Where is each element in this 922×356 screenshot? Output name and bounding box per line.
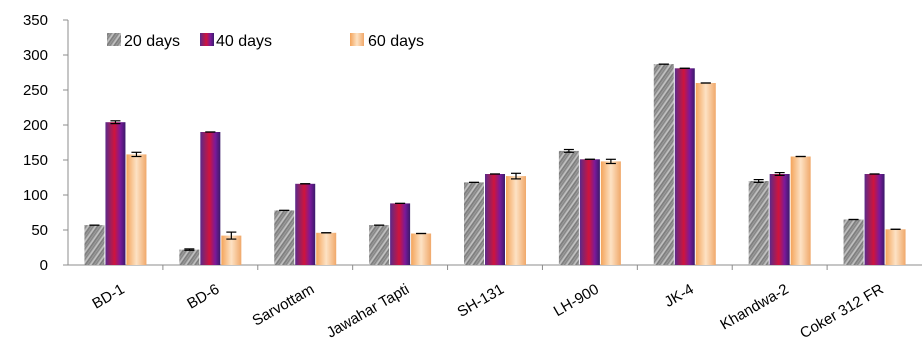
bar-lh-900-40-days xyxy=(579,159,600,265)
bar-lh-900-60-days xyxy=(600,161,621,265)
bar-jk-4-40-days xyxy=(674,68,695,265)
bar-sarvottam-20-days xyxy=(274,210,295,265)
error-bar-bd-6-60-days xyxy=(226,231,237,240)
category-label-khandwa-2: Khandwa-2 xyxy=(717,281,791,334)
bar-bd-1-60-days xyxy=(126,154,147,265)
legend-swatch-20-days xyxy=(107,33,121,46)
y-tick-label-150: 150 xyxy=(23,152,48,169)
legend-label-60-days: 60 days xyxy=(368,33,424,50)
category-label-coker-312-fr: Coker 312 FR xyxy=(797,281,887,342)
error-bar-khandwa-2-40-days xyxy=(774,172,785,176)
y-tick-label-300: 300 xyxy=(23,47,48,64)
bar-lh-900-20-days xyxy=(558,150,579,265)
bar-coker-312-fr-60-days xyxy=(885,229,906,265)
legend: 20 days 40 days 60 days xyxy=(107,33,424,50)
category-label-lh-900: LH-900 xyxy=(551,281,602,320)
legend-label-40-days: 40 days xyxy=(216,33,272,50)
y-tick-label-250: 250 xyxy=(23,82,48,99)
y-axis: 0 50 100 150 200 250 300 350 xyxy=(23,12,69,274)
bar-sh-131-20-days xyxy=(464,182,484,265)
bar-bd-6-20-days xyxy=(179,249,200,265)
bar-bd-1-40-days xyxy=(105,122,126,265)
bar-bd-1-20-days xyxy=(84,225,105,265)
bar-bd-6-60-days xyxy=(221,235,242,265)
bar-coker-312-fr-20-days xyxy=(843,219,864,265)
bar-khandwa-2-60-days xyxy=(790,156,811,265)
error-bar-bd-1-60-days xyxy=(131,151,142,158)
error-bar-lh-900-20-days xyxy=(563,148,574,153)
bar-sh-131-60-days xyxy=(506,176,526,265)
y-tick-label-350: 350 xyxy=(23,12,48,29)
category-label-bd-1: BD-1 xyxy=(89,281,127,313)
error-bar-bd-6-20-days xyxy=(184,248,195,251)
y-tick-label-200: 200 xyxy=(23,117,48,134)
bar-sarvottam-60-days xyxy=(316,232,337,265)
bar-bd-6-40-days xyxy=(200,132,221,265)
bar-jk-4-60-days xyxy=(695,83,716,265)
bar-jawahar-tapti-40-days xyxy=(390,203,411,265)
error-bar-bd-1-40-days xyxy=(110,120,121,125)
bar-khandwa-2-20-days xyxy=(748,181,769,265)
error-bar-sh-131-60-days xyxy=(511,172,521,180)
category-label-sarvottam: Sarvottam xyxy=(250,281,318,330)
category-label-sh-131: SH-131 xyxy=(454,281,507,321)
category-labels: BD-1 BD-6 Sarvottam Jawahar Tapti SH-131 LH-9… xyxy=(89,281,886,342)
bar-jawahar-tapti-60-days xyxy=(411,233,432,265)
bar-khandwa-2-40-days xyxy=(769,174,790,265)
category-label-jawahar-tapti: Jawahar Tapti xyxy=(324,281,412,342)
bar-coker-312-fr-40-days xyxy=(864,174,885,265)
bars xyxy=(84,64,906,265)
legend-swatch-40-days xyxy=(200,33,214,46)
error-bar-lh-900-60-days xyxy=(605,158,616,165)
y-tick-label-100: 100 xyxy=(23,187,48,204)
category-label-bd-6: BD-6 xyxy=(184,281,222,313)
bar-sarvottam-40-days xyxy=(295,183,316,265)
error-bars xyxy=(89,63,901,251)
legend-label-20-days: 20 days xyxy=(124,33,180,50)
bar-sh-131-40-days xyxy=(485,174,505,265)
legend-swatch-60-days xyxy=(350,33,364,46)
error-bar-khandwa-2-20-days xyxy=(753,179,764,183)
bar-jawahar-tapti-20-days xyxy=(369,225,390,265)
category-label-jk-4: JK-4 xyxy=(662,281,697,311)
x-axis xyxy=(68,264,922,270)
y-tick-label-50: 50 xyxy=(31,222,48,239)
bar-jk-4-20-days xyxy=(653,64,674,265)
y-tick-label-0: 0 xyxy=(40,257,48,274)
